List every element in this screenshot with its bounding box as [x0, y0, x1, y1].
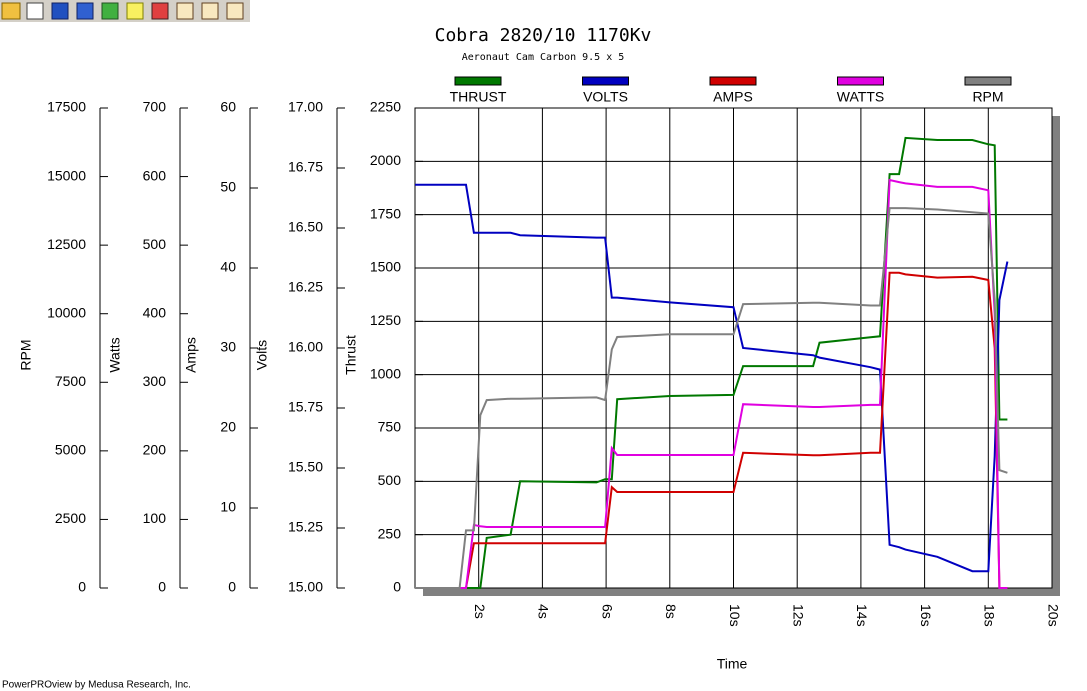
x-tick-label: 20s — [1045, 604, 1061, 627]
y-tick-label: 10000 — [47, 304, 86, 320]
legend-label: AMPS — [713, 89, 753, 105]
y-tick-label: 1750 — [370, 205, 401, 221]
color-button[interactable] — [151, 2, 169, 20]
legend-swatch — [709, 76, 757, 86]
footer: PowerPROview by Medusa Research, Inc. — [2, 680, 191, 691]
save-as-button[interactable] — [76, 2, 94, 20]
legend-swatch — [964, 76, 1012, 86]
y-tick-label: 400 — [143, 304, 167, 320]
y-tick-label: 20 — [220, 419, 236, 435]
y-tick-label: 50 — [220, 179, 236, 195]
y-tick-label: 250 — [378, 525, 402, 541]
y-axis-label: RPM — [18, 339, 34, 370]
y-tick-label: 2250 — [370, 99, 401, 115]
y-tick-label: 12500 — [47, 236, 86, 252]
add-button[interactable] — [101, 2, 119, 20]
legend-label: RPM — [972, 89, 1003, 105]
note-button[interactable] — [126, 2, 144, 20]
y-tick-label: 700 — [143, 99, 167, 115]
plot-shadow — [1052, 116, 1060, 596]
x-tick-label: 18s — [982, 604, 998, 627]
y-tick-label: 16.25 — [288, 279, 323, 295]
y-tick-label: 10 — [220, 499, 236, 515]
y-tick-label: 40 — [220, 259, 236, 275]
y-tick-label: 0 — [78, 579, 86, 595]
y-tick-label: 0 — [393, 579, 401, 595]
legend-label: VOLTS — [583, 89, 628, 105]
chart-title: Cobra 2820/10 1170Kv — [435, 25, 652, 46]
y-axis-label: Thrust — [343, 335, 359, 375]
x-tick-label: 6s — [599, 604, 615, 619]
plot-shadow — [423, 588, 1060, 596]
y-tick-label: 500 — [378, 472, 402, 488]
scale-button[interactable] — [226, 2, 244, 20]
y-tick-label: 750 — [378, 419, 402, 435]
x-tick-label: 16s — [918, 604, 934, 627]
y-tick-label: 7500 — [55, 373, 86, 389]
x-axis-label: Time — [717, 656, 748, 672]
series-line — [415, 136, 1008, 589]
y-tick-label: 0 — [228, 579, 236, 595]
chart-subtitle: Aeronaut Cam Carbon 9.5 x 5 — [462, 52, 625, 63]
y-tick-label: 15000 — [47, 167, 86, 183]
series-line — [415, 271, 1008, 589]
y-tick-label: 15.50 — [288, 459, 323, 475]
y-tick-label: 2500 — [55, 510, 86, 526]
legend-label: THRUST — [450, 89, 507, 105]
y-tick-label: 17.00 — [288, 99, 323, 115]
legend-swatch — [837, 76, 884, 86]
y-tick-label: 30 — [220, 339, 236, 355]
x-tick-label: 10s — [727, 604, 743, 627]
y-axis-label: Amps — [183, 337, 199, 373]
x-tick-label: 12s — [790, 604, 806, 627]
y-tick-label: 5000 — [55, 442, 86, 458]
y-tick-label: 16.50 — [288, 219, 323, 235]
legend-label: WATTS — [837, 89, 884, 105]
y-tick-label: 15.75 — [288, 399, 323, 415]
y-tick-label: 17500 — [47, 99, 86, 115]
y-tick-label: 16.00 — [288, 339, 323, 355]
x-tick-label: 2s — [472, 604, 488, 619]
y-tick-label: 1000 — [370, 365, 401, 381]
legend-swatch — [454, 76, 502, 86]
y-tick-label: 2000 — [370, 152, 401, 168]
series-line — [415, 178, 1008, 589]
y-tick-label: 1250 — [370, 312, 401, 328]
y-tick-label: 1500 — [370, 259, 401, 275]
x-tick-label: 4s — [536, 604, 552, 619]
y-tick-label: 15.25 — [288, 519, 323, 535]
new-button[interactable] — [26, 2, 44, 20]
y-tick-label: 16.75 — [288, 159, 323, 175]
y-tick-label: 300 — [143, 373, 167, 389]
y-tick-label: 600 — [143, 167, 167, 183]
x-tick-label: 8s — [663, 604, 679, 619]
curve-button[interactable] — [201, 2, 219, 20]
y-tick-label: 15.00 — [288, 579, 323, 595]
y-tick-label: 0 — [158, 579, 166, 595]
toolbar — [0, 0, 250, 22]
y-tick-label: 60 — [220, 99, 236, 115]
axis-button[interactable] — [176, 2, 194, 20]
x-tick-label: 14s — [854, 604, 870, 627]
y-tick-label: 500 — [143, 236, 167, 252]
series-line — [415, 183, 1009, 573]
y-tick-label: 100 — [143, 510, 167, 526]
legend-swatch — [582, 76, 629, 86]
save-button[interactable] — [51, 2, 69, 20]
y-axis-label: Watts — [107, 337, 123, 372]
y-axis-label: Volts — [254, 340, 270, 370]
series-line — [415, 207, 1008, 589]
open-button[interactable] — [1, 2, 21, 20]
y-tick-label: 200 — [143, 442, 167, 458]
